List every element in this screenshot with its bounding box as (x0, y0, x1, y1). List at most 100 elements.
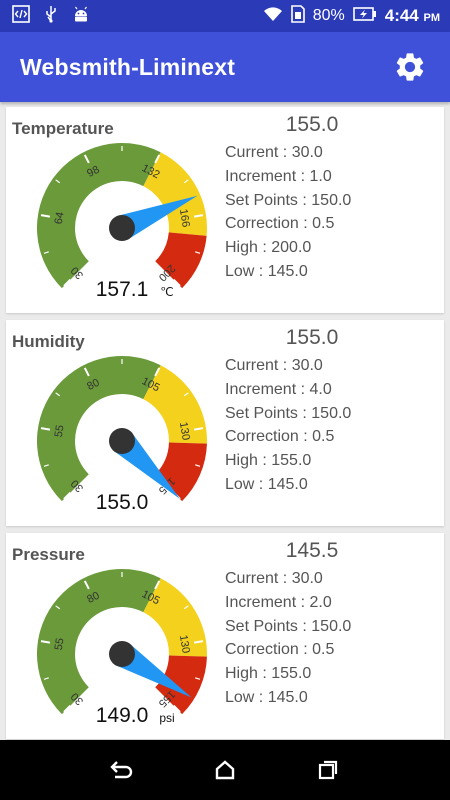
gauge-tick-label: 55 (53, 424, 67, 438)
wifi-icon (263, 6, 283, 27)
gauge-tick-label: 130 (177, 421, 192, 441)
sim-icon (290, 4, 305, 28)
gauge-tick (40, 214, 51, 218)
info-high: High : 155.0 (225, 665, 312, 683)
info-current: Current : 30.0 (225, 144, 323, 161)
app-title: Websmith-Liminext (20, 53, 236, 80)
gauge-tick (63, 491, 72, 500)
gauge-minor-tick (195, 251, 201, 254)
gauge-readout: 155.0 (96, 491, 149, 514)
gauge-tick-label: 55 (53, 637, 67, 651)
battery-icon (352, 6, 377, 26)
gauge-tick-label: 80 (85, 590, 101, 606)
gauge-green-zone (36, 142, 161, 289)
gauge-tick-label: 64 (53, 211, 67, 225)
gauge-minor-tick (43, 677, 49, 680)
gauge-tick (63, 704, 72, 713)
card-value: 155.0 (285, 113, 339, 136)
back-icon (109, 761, 132, 779)
app-bar: Websmith-Liminext (0, 32, 450, 102)
navigation-bar (0, 740, 450, 800)
gauge-tick-label: 130 (177, 634, 192, 654)
gauge-tick (193, 640, 204, 644)
clock: 4:44 PM (384, 6, 440, 25)
recents-button[interactable] (308, 750, 348, 790)
gauge-tick (193, 214, 204, 218)
info-list: Current : 30.0 Increment : 2.0 Set Point… (225, 567, 351, 710)
gauge-tick (83, 367, 90, 377)
gauge-tick (172, 278, 181, 287)
gauge-hub (109, 215, 135, 241)
info-correction: Correction : 0.5 (225, 215, 335, 233)
gauge-minor-tick (183, 392, 189, 397)
gauge-readout: 157.1 (96, 278, 149, 301)
gauge-minor-tick (195, 677, 201, 680)
gauge-minor-tick (43, 251, 49, 254)
info-low: Low : 145.0 (225, 688, 308, 706)
gauge-tick (154, 367, 161, 377)
info-high: High : 155.0 (225, 452, 312, 470)
info-set-points: Set Points : 150.0 (225, 404, 352, 422)
home-button[interactable] (205, 750, 245, 790)
info-correction: Correction : 0.5 (225, 428, 335, 446)
gauge-minor-tick (43, 464, 49, 467)
recents-icon (319, 760, 338, 780)
humidity-card[interactable]: Humidity 305580105130155155.0 155.0 Curr… (6, 320, 444, 526)
info-list: Current : 30.0 Increment : 4.0 Set Point… (225, 354, 351, 497)
card-value: 145.5 (285, 539, 339, 562)
gauge-minor-tick (55, 392, 61, 397)
info-correction: Correction : 0.5 (225, 641, 335, 659)
gauge-minor-tick (183, 179, 189, 184)
back-button[interactable] (102, 750, 142, 790)
gauge-tick (154, 580, 161, 590)
info-set-points: Set Points : 150.0 (225, 617, 352, 635)
info-low: Low : 145.0 (225, 262, 308, 280)
info-increment: Increment : 1.0 (225, 167, 332, 185)
code-icon (12, 4, 30, 28)
info-current: Current : 30.0 (225, 357, 323, 374)
gauge-tick-label: 80 (85, 377, 101, 393)
info-current: Current : 30.0 (225, 570, 323, 587)
info-set-points: Set Points : 150.0 (225, 191, 352, 209)
gauge-tick (40, 427, 51, 431)
gauge-tick (193, 427, 204, 431)
gauge-tick-label: 166 (177, 208, 192, 228)
gauge-minor-tick (55, 605, 61, 610)
info-low: Low : 145.0 (225, 475, 308, 493)
gauge-yellow-zone (143, 152, 207, 236)
card-label: Pressure (12, 545, 85, 564)
usb-icon (44, 5, 58, 28)
gear-icon (396, 53, 424, 81)
humidity-gauge: 305580105130155155.0 (36, 356, 207, 514)
card-label: Humidity (12, 332, 85, 351)
gauge-minor-tick (183, 605, 189, 610)
gauge-tick-label: 98 (85, 164, 101, 180)
status-bar: 80% 4:44 PM (0, 0, 450, 32)
card-label: Temperature (12, 119, 114, 138)
gauge-tick (83, 154, 90, 164)
temperature-card[interactable]: Temperature 30 64 98 132 166 200 157.1 ℃ 155.0 … (6, 107, 444, 313)
android-icon (72, 5, 90, 28)
gauge-minor-tick (195, 464, 201, 467)
battery-percent: 80% (312, 7, 345, 24)
gauge-hub (109, 641, 135, 667)
gauge-tick (172, 704, 181, 713)
gauge-unit: psi (159, 711, 174, 725)
gauge-tick (63, 278, 72, 287)
info-list: Current : 30.0 Increment : 1.0 Set Point… (225, 141, 351, 284)
gauge-tick (83, 580, 90, 590)
home-icon (215, 760, 235, 780)
settings-button[interactable] (390, 47, 430, 87)
info-increment: Increment : 2.0 (225, 593, 332, 611)
gauge-hub (109, 428, 135, 454)
card-value: 155.0 (285, 326, 339, 349)
gauge-green-zone (36, 569, 161, 715)
gauge-red-zone (155, 232, 207, 289)
gauge-tick (154, 154, 161, 164)
info-high: High : 200.0 (225, 239, 312, 257)
gauge-green-zone (36, 356, 161, 502)
gauge-unit: ℃ (160, 285, 173, 299)
pressure-card[interactable]: Pressure 30 55 80 105 130 155 149.0 psi 145.5 C… (6, 533, 444, 739)
